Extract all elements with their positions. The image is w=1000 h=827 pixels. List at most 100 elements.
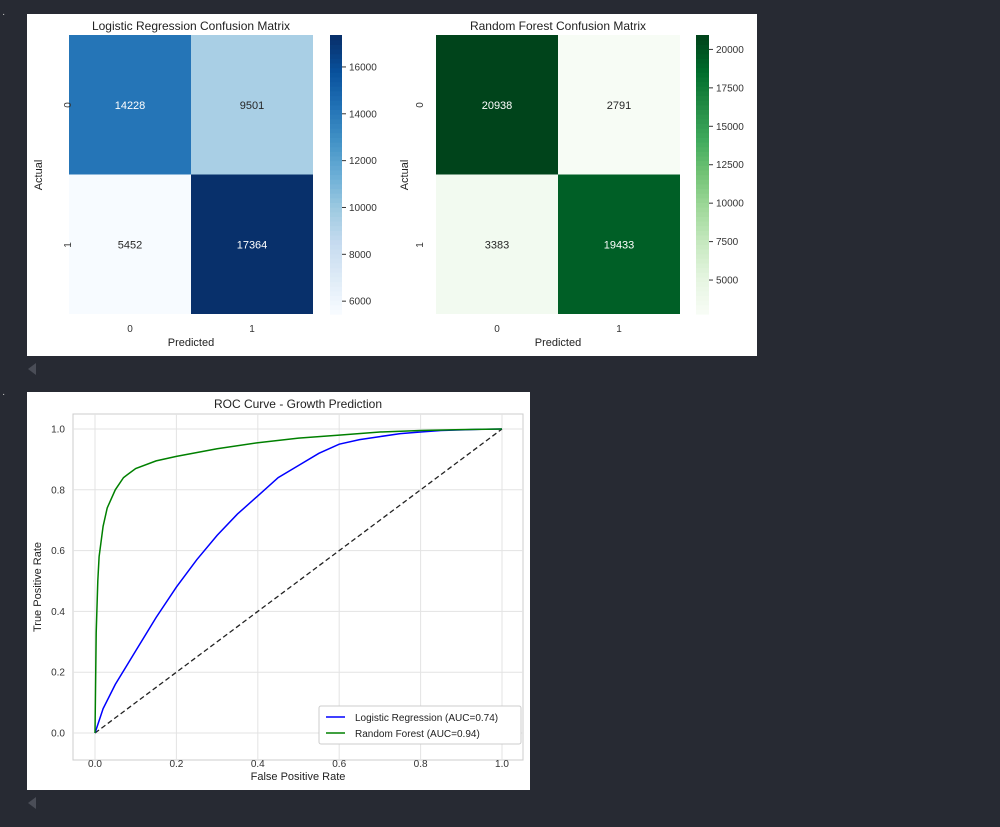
lr-colorbar-segment — [330, 248, 342, 255]
rf-colorbar-segment — [696, 239, 709, 245]
rf-colorbar-segment — [696, 76, 709, 83]
lr-colorbar-segment — [330, 272, 342, 278]
lr-colorbar: 6000 8000 10000 12000 14000 16000 — [330, 35, 377, 315]
lr-colorbar-segment — [330, 207, 342, 213]
lr-colorbar-segment — [330, 165, 342, 171]
rf-colorbar-segment — [696, 193, 709, 199]
rf-colorbar-segment — [696, 262, 709, 269]
lr-colorbar-segment — [330, 258, 342, 264]
lr-colorbar-segment — [330, 179, 342, 185]
rf-colorbar-segment — [696, 146, 709, 152]
rf-colorbar-segment — [696, 276, 709, 283]
rf-colorbar-segment — [696, 272, 709, 278]
lr-colorbar-tick-label: 14000 — [349, 109, 377, 120]
roc-legend-box — [318, 705, 522, 745]
scroll-left-arrow-icon[interactable] — [28, 797, 36, 809]
rf-title: Random Forest Confusion Matrix — [470, 19, 646, 33]
rf-colorbar-tick-label: 7500 — [716, 237, 739, 248]
rf-colorbar-segment — [696, 267, 709, 273]
rf-colorbar-segment — [696, 309, 709, 315]
roc-x-ticks: 0.0 0.2 0.4 0.6 0.8 1.0 — [88, 759, 509, 770]
rf-xtick-1: 1 — [616, 324, 622, 335]
rf-colorbar-segment — [696, 207, 709, 213]
rf-ytick-1: 1 — [415, 242, 426, 248]
lr-colorbar-segment — [330, 109, 342, 115]
lr-cell-label-1-0: 5452 — [118, 239, 142, 251]
rf-colorbar-segment — [696, 72, 709, 78]
lr-colorbar-segment — [330, 86, 342, 92]
rf-colorbar-segment — [696, 81, 709, 87]
rf-colorbar-segment — [696, 290, 709, 296]
rf-colorbar-segment — [696, 174, 709, 180]
lr-colorbar-segment — [330, 76, 342, 83]
lr-colorbar-segment — [330, 267, 342, 273]
rf-colorbar-segment — [696, 188, 709, 194]
lr-colorbar-segment — [330, 114, 342, 120]
rf-colorbar-segment — [696, 281, 709, 287]
roc-legend: Logistic Regression (AUC=0.74) Random Fo… — [318, 705, 522, 745]
rf-cell-0-1 — [558, 35, 680, 175]
lr-xtick-0: 0 — [127, 324, 133, 335]
scroll-left-arrow-icon[interactable] — [28, 363, 36, 375]
lr-colorbar-tick-label: 12000 — [349, 156, 377, 167]
lr-colorbar-segment — [330, 262, 342, 269]
rf-cell-1-0 — [436, 174, 558, 314]
lr-colorbar-segment — [330, 123, 342, 129]
lr-cell-label-0-1: 9501 — [240, 100, 264, 112]
lr-colorbar-segment — [330, 225, 342, 231]
rf-heatmap: Random Forest Confusion Matrix 20938 279… — [399, 19, 680, 349]
lr-colorbar-segment — [330, 234, 342, 241]
rf-colorbar-segment — [696, 248, 709, 255]
roc-ytick-label: 0.8 — [51, 485, 65, 496]
roc-xtick-label: 0.2 — [169, 759, 183, 770]
rf-colorbar-segment — [696, 123, 709, 129]
rf-colorbar-segment — [696, 95, 709, 101]
lr-colorbar-segment — [330, 160, 342, 166]
lr-colorbar-segment — [330, 81, 342, 87]
rf-cell-label-0-0: 20938 — [482, 100, 513, 112]
rf-colorbar-segment — [696, 141, 709, 148]
lr-colorbar-segment — [330, 290, 342, 296]
lr-colorbar-segment — [330, 281, 342, 287]
roc-xtick-label: 0.4 — [251, 759, 265, 770]
lr-colorbar-segment — [330, 230, 342, 236]
rf-colorbar-segment — [696, 304, 709, 310]
rf-colorbar-segment — [696, 86, 709, 92]
roc-lr-curve — [94, 428, 503, 734]
rf-colorbar-segment — [696, 216, 709, 222]
lr-colorbar-segment — [330, 95, 342, 101]
lr-colorbar-segment — [330, 104, 342, 110]
rf-colorbar-segment — [696, 100, 709, 106]
rf-colorbar-segment — [696, 225, 709, 231]
lr-colorbar-tick-label: 16000 — [349, 62, 377, 73]
roc-ylabel: True Positive Rate — [32, 542, 44, 632]
rf-colorbar-segment — [696, 202, 709, 208]
rf-colorbar-segment — [696, 183, 709, 190]
rf-colorbar-tick-label: 17500 — [716, 83, 744, 94]
rf-colorbar-segment — [696, 211, 709, 217]
rf-xtick-0: 0 — [494, 324, 500, 335]
rf-colorbar-tick-label: 15000 — [716, 122, 744, 133]
rf-cell-label-0-1: 2791 — [607, 100, 631, 112]
rf-colorbar-segment — [696, 53, 709, 59]
lr-colorbar-tick-label: 10000 — [349, 203, 377, 214]
rf-colorbar-segment — [696, 39, 709, 45]
lr-colorbar-segment — [330, 211, 342, 217]
roc-ytick-label: 0.4 — [51, 607, 65, 618]
rf-colorbar-segment — [696, 62, 709, 69]
lr-cell-1-1 — [191, 174, 313, 314]
roc-grid — [73, 414, 523, 760]
lr-colorbar-segment — [330, 239, 342, 245]
rf-colorbar-segment — [696, 169, 709, 176]
lr-colorbar-segment — [330, 62, 342, 69]
lr-ytick-0: 0 — [63, 102, 74, 108]
rf-colorbar-segment — [696, 234, 709, 241]
rf-colorbar-segment — [696, 48, 709, 55]
rf-colorbar-segment — [696, 160, 709, 166]
lr-colorbar-segment — [330, 132, 342, 138]
lr-colorbar-segment — [330, 169, 342, 176]
rf-colorbar-segment — [696, 128, 709, 134]
roc-ytick-label: 0.6 — [51, 546, 65, 557]
lr-colorbar-segment — [330, 183, 342, 190]
rf-colorbar-segment — [696, 132, 709, 138]
